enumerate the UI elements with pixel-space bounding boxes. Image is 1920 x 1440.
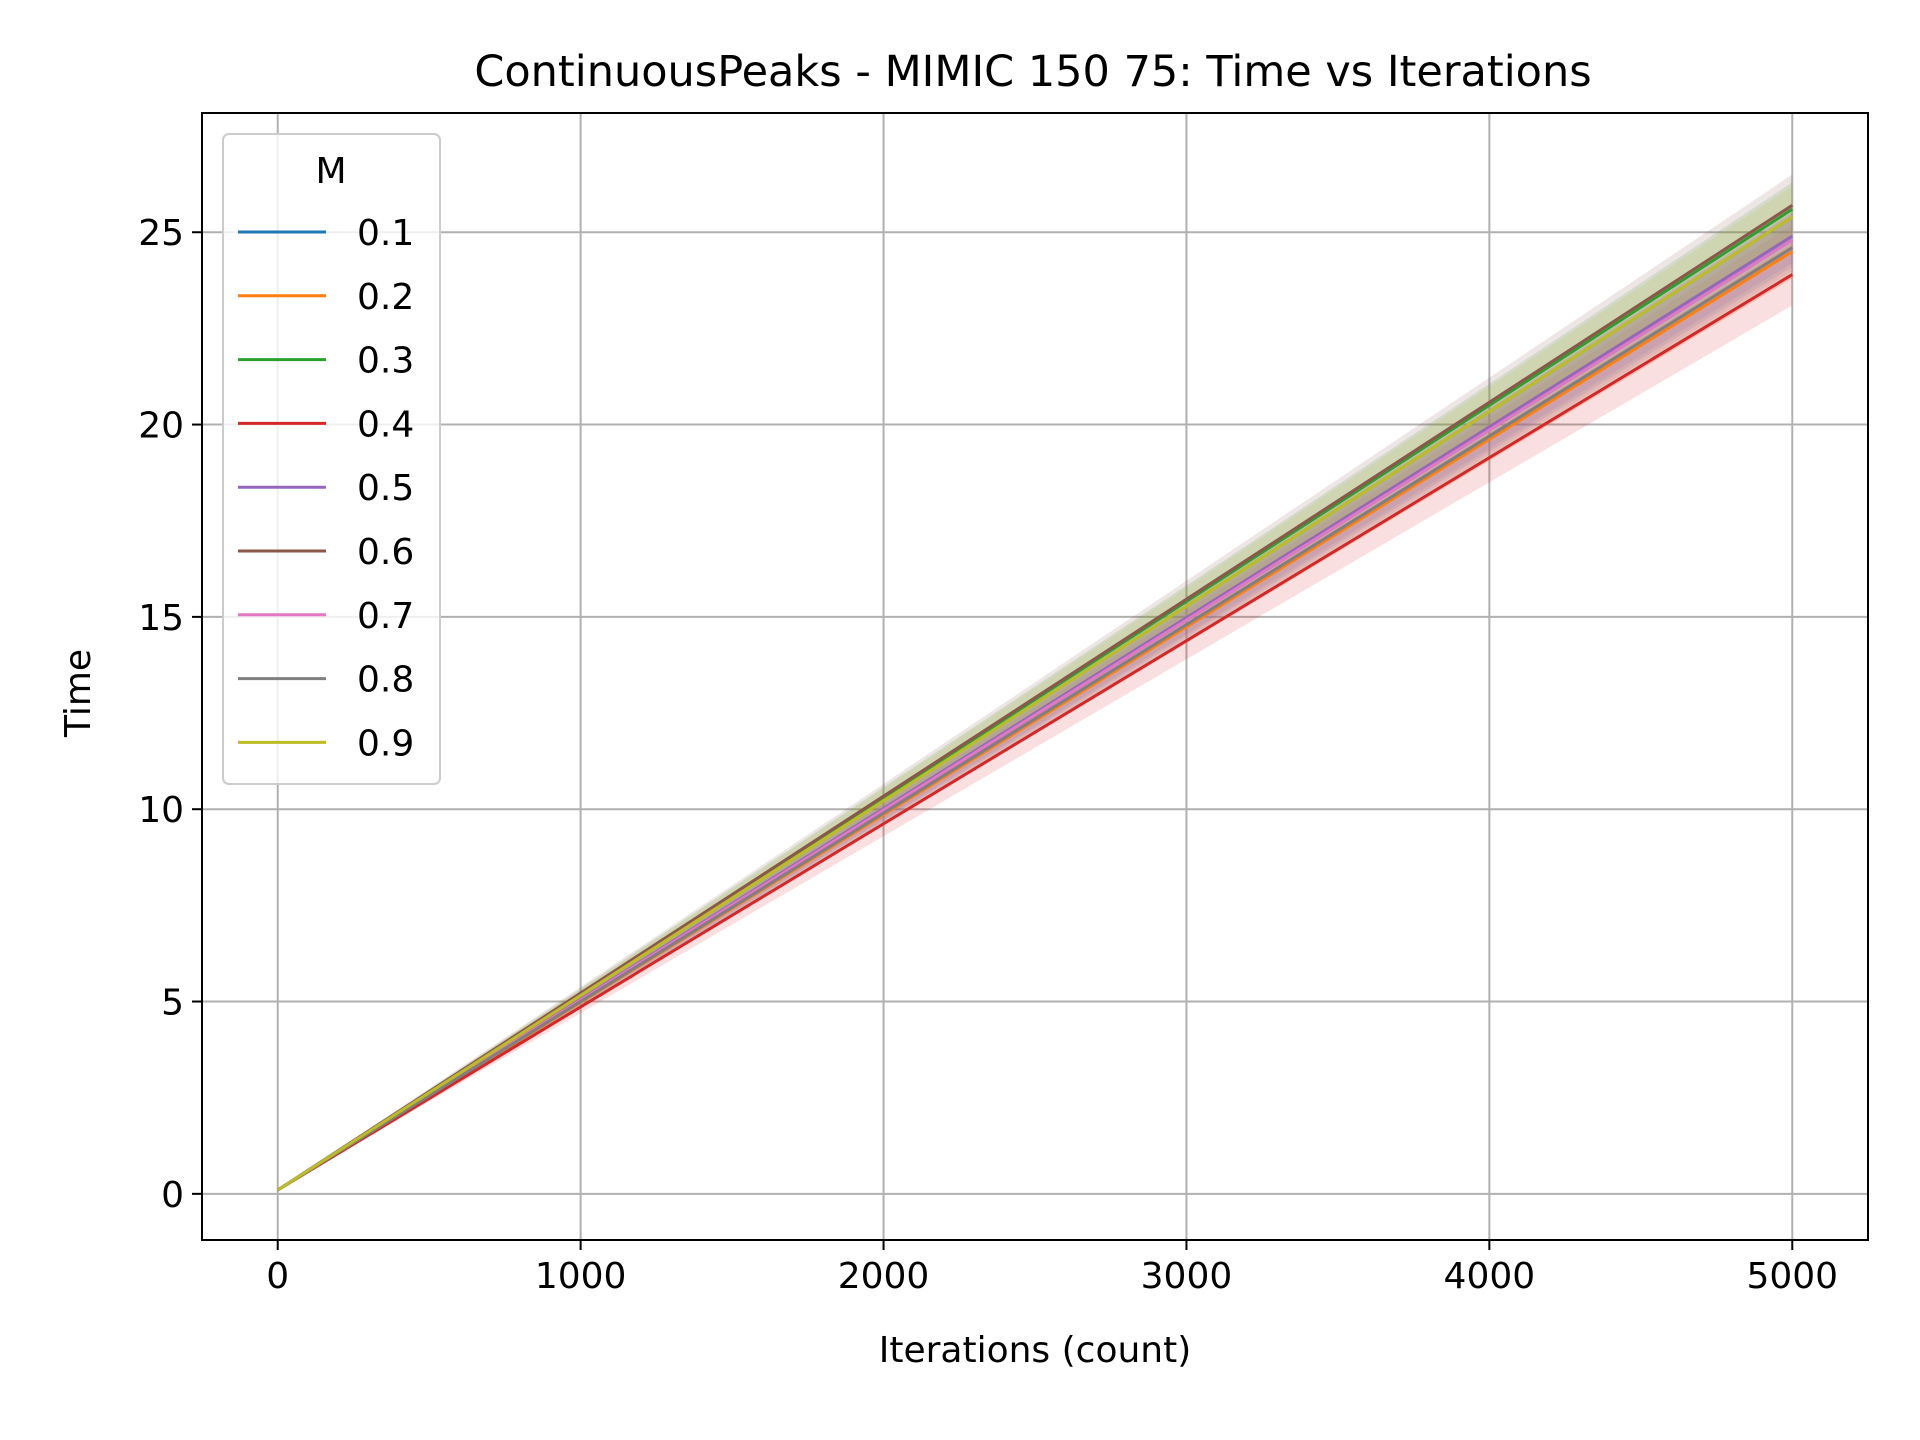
y-tick-label: 20 xyxy=(138,406,184,447)
series-lines xyxy=(276,204,1794,1192)
band-series-0.3 xyxy=(277,182,1793,1190)
y-axis-ticks: 0 5 10 15 20 25 xyxy=(138,213,202,1216)
x-tick-label: 1000 xyxy=(535,1256,627,1297)
plot-frame xyxy=(201,112,1869,1241)
line-series-0.4 xyxy=(276,273,1794,1192)
grid-lines xyxy=(202,113,1868,1240)
line-series-0.9 xyxy=(276,215,1794,1192)
band-series-0.2 xyxy=(277,224,1793,1190)
legend-label-0.1: 0.1 xyxy=(357,213,414,254)
y-tick-label: 5 xyxy=(161,983,184,1024)
legend-label-0.3: 0.3 xyxy=(357,341,414,382)
x-tick-label: 5000 xyxy=(1746,1256,1838,1297)
line-series-0.6 xyxy=(276,204,1794,1192)
legend-label-0.8: 0.8 xyxy=(357,660,414,701)
line-series-0.8 xyxy=(276,246,1794,1192)
legend-label-0.4: 0.4 xyxy=(357,404,414,445)
x-axis-ticks: 0 1000 2000 3000 4000 5000 xyxy=(266,1240,1838,1297)
legend-title: M xyxy=(315,151,346,192)
y-tick-label: 15 xyxy=(138,598,184,639)
x-axis-title: Iterations (count) xyxy=(879,1330,1192,1371)
legend-label-0.2: 0.2 xyxy=(357,277,414,318)
legend-label-0.7: 0.7 xyxy=(357,596,414,637)
y-tick-label: 10 xyxy=(138,790,184,831)
legend-label-0.5: 0.5 xyxy=(357,468,414,509)
x-tick-label: 2000 xyxy=(838,1256,930,1297)
x-tick-label: 3000 xyxy=(1141,1256,1233,1297)
legend: M 0.1 0.2 0.3 0.4 0.5 0.6 0.7 0.8 0.9 xyxy=(222,133,441,785)
y-tick-label: 0 xyxy=(161,1175,184,1216)
chart-title: ContinuousPeaks - MIMIC 150 75: Time vs … xyxy=(474,47,1591,97)
x-tick-label: 0 xyxy=(266,1256,289,1297)
y-axis-title: Time xyxy=(58,649,99,738)
x-tick-label: 4000 xyxy=(1444,1256,1536,1297)
y-tick-label: 25 xyxy=(138,213,184,254)
band-series-0.9 xyxy=(277,186,1793,1190)
band-series-0.6 xyxy=(277,174,1793,1190)
legend-label-0.6: 0.6 xyxy=(357,532,414,573)
legend-label-0.9: 0.9 xyxy=(357,723,414,764)
